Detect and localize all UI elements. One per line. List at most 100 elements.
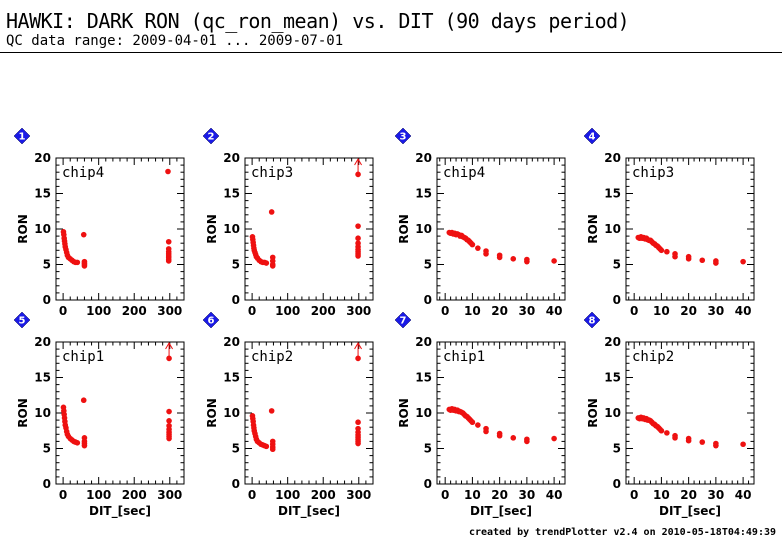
- data-point: [713, 442, 719, 449]
- data-point: [74, 440, 81, 446]
- offscale-arrow-head: [354, 158, 362, 166]
- chip-label: chip3: [632, 165, 674, 181]
- data-point: [263, 260, 270, 266]
- data-point: [713, 260, 719, 266]
- y-tick-label: 0: [613, 477, 621, 491]
- data-point: [165, 168, 171, 175]
- data-point: [685, 437, 692, 444]
- data-point: [166, 356, 172, 362]
- data-point: [524, 438, 530, 445]
- panel-badge-icon: [202, 311, 220, 329]
- y-axis-label: RON: [586, 214, 600, 243]
- y-tick-label: 10: [604, 222, 621, 236]
- data-point: [699, 257, 706, 264]
- data-point: [80, 231, 87, 238]
- y-tick-label: 5: [232, 442, 240, 456]
- x-axis-label: DIT_[sec]: [278, 504, 340, 519]
- panel-badge-number: 2: [208, 132, 215, 143]
- panel-badge-icon: [13, 127, 31, 145]
- y-tick-label: 5: [613, 258, 621, 272]
- y-tick-label: 10: [34, 222, 51, 236]
- x-tick-label: 200: [311, 488, 336, 502]
- x-tick-label: 100: [86, 488, 111, 502]
- panel-badge-number: 3: [400, 132, 407, 143]
- x-tick-label: 200: [311, 304, 336, 318]
- y-tick-label: 15: [34, 187, 51, 201]
- x-tick-label: 20: [680, 488, 697, 502]
- y-tick-label: 0: [613, 293, 621, 307]
- page-title: HAWKI: DARK RON (qc_ron_mean) vs. DIT (9…: [6, 9, 630, 33]
- x-tick-label: 10: [464, 304, 481, 318]
- credit-footer: created by trendPlotter v2.4 on 2010-05-…: [468, 527, 776, 538]
- y-tick-label: 0: [424, 293, 432, 307]
- data-point: [268, 408, 275, 414]
- y-tick-label: 20: [604, 151, 621, 165]
- panel-badge-icon: [202, 127, 220, 145]
- data-point: [475, 245, 481, 251]
- x-tick-label: 300: [157, 488, 182, 502]
- data-point: [496, 432, 503, 439]
- data-point: [672, 253, 678, 260]
- y-axis-label: RON: [586, 398, 600, 427]
- x-tick-label: 10: [464, 488, 481, 502]
- data-point: [166, 435, 172, 442]
- x-tick-label: 20: [680, 304, 697, 318]
- x-tick-label: 200: [122, 488, 147, 502]
- x-tick-label: 0: [59, 488, 67, 502]
- chart-panel-7: 0 5 10 15 20 0 10 20 30 40 RON DIT_[sec] chip1 7: [394, 311, 566, 519]
- y-tick-label: 20: [223, 335, 240, 349]
- chip-label: chip2: [632, 349, 674, 365]
- offscale-arrow-head: [165, 342, 173, 350]
- x-tick-label: 10: [653, 488, 670, 502]
- y-tick-label: 5: [43, 442, 51, 456]
- x-axis-label: DIT_[sec]: [659, 504, 721, 519]
- y-tick-label: 20: [604, 335, 621, 349]
- x-tick-label: 100: [86, 304, 111, 318]
- x-tick-label: 10: [653, 304, 670, 318]
- data-point: [355, 356, 361, 362]
- y-tick-label: 20: [34, 151, 51, 165]
- data-point: [658, 247, 665, 254]
- y-axis-label: RON: [397, 214, 411, 243]
- data-point: [483, 251, 489, 257]
- x-tick-label: 100: [275, 488, 300, 502]
- panel-badge-icon: [583, 127, 601, 145]
- x-tick-label: 300: [346, 488, 371, 502]
- panel-badge-icon: [583, 311, 601, 329]
- page-subtitle: QC data range: 2009-04-01 ... 2009-07-01: [6, 33, 344, 49]
- panel-badge-number: 8: [589, 316, 596, 327]
- y-tick-label: 10: [223, 406, 240, 420]
- data-point: [664, 430, 670, 436]
- data-point: [740, 441, 746, 448]
- data-point: [510, 435, 517, 441]
- data-point: [166, 418, 172, 424]
- data-point: [81, 260, 88, 266]
- chip-label: chip3: [251, 165, 293, 181]
- data-point: [74, 259, 81, 266]
- y-tick-label: 0: [43, 477, 51, 491]
- panel-badge-number: 6: [208, 316, 215, 327]
- x-tick-label: 0: [441, 304, 449, 318]
- y-tick-label: 0: [232, 293, 240, 307]
- x-tick-label: 30: [708, 304, 725, 318]
- x-tick-label: 300: [157, 304, 182, 318]
- y-tick-label: 15: [34, 371, 51, 385]
- data-point: [510, 256, 517, 262]
- data-point: [263, 443, 270, 450]
- y-tick-label: 20: [415, 151, 432, 165]
- y-tick-label: 5: [613, 442, 621, 456]
- y-tick-label: 20: [34, 335, 51, 349]
- y-tick-label: 10: [223, 222, 240, 236]
- y-tick-label: 0: [43, 293, 51, 307]
- y-tick-label: 5: [43, 258, 51, 272]
- x-axis-label: DIT_[sec]: [89, 504, 151, 519]
- data-point: [80, 397, 87, 404]
- data-point: [165, 258, 172, 264]
- data-point: [355, 419, 361, 426]
- y-tick-label: 20: [223, 151, 240, 165]
- data-point: [658, 427, 665, 434]
